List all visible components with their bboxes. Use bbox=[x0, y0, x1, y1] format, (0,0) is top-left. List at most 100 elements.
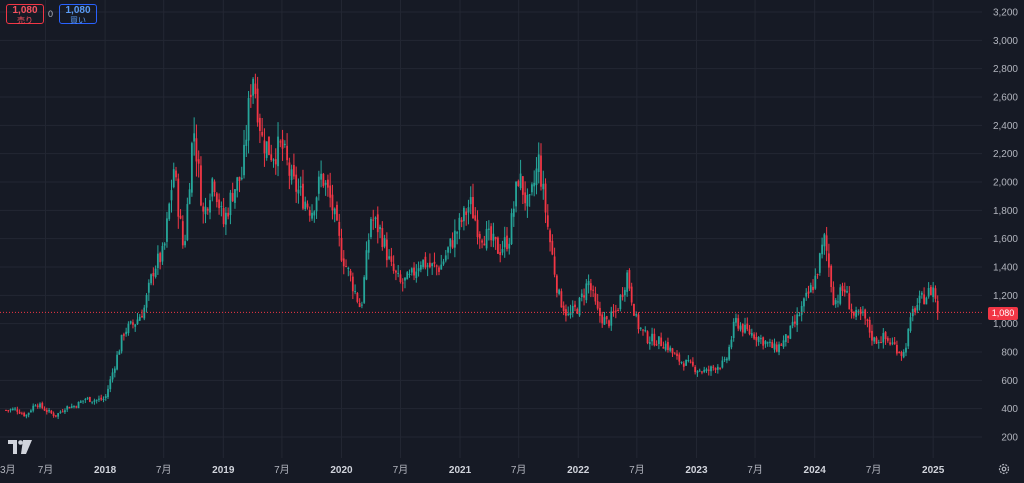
candle-body bbox=[503, 237, 506, 248]
x-tick-label: 7月 bbox=[511, 464, 527, 476]
candle-body bbox=[578, 297, 581, 316]
candle-body bbox=[803, 298, 805, 307]
candle-body bbox=[841, 285, 844, 291]
candle-body bbox=[453, 230, 456, 248]
candle-body bbox=[814, 275, 817, 289]
candle-body bbox=[256, 88, 259, 123]
candle-body bbox=[714, 368, 717, 370]
candle-body bbox=[481, 240, 483, 243]
candle-body bbox=[664, 343, 667, 350]
candle-body bbox=[531, 184, 533, 193]
candle-body bbox=[900, 352, 903, 356]
candle-body bbox=[594, 293, 597, 302]
candle-body bbox=[50, 410, 53, 414]
candle-body bbox=[5, 409, 7, 411]
candle-body bbox=[506, 235, 508, 250]
candle-body bbox=[478, 233, 481, 239]
candle-body bbox=[88, 397, 91, 402]
candle-body bbox=[349, 270, 352, 276]
candle-body bbox=[64, 410, 66, 413]
candle-body bbox=[320, 173, 323, 180]
candle-body bbox=[780, 344, 783, 346]
candle-body bbox=[313, 211, 316, 216]
candle-body bbox=[195, 138, 198, 162]
candle-body bbox=[852, 311, 855, 316]
candle-body bbox=[837, 301, 839, 303]
candle-body bbox=[825, 235, 828, 251]
candle-body bbox=[898, 352, 901, 354]
candle-body bbox=[558, 289, 561, 294]
candle-body bbox=[555, 275, 558, 293]
candle-body bbox=[247, 98, 250, 141]
candle-body bbox=[338, 221, 341, 236]
candle-body bbox=[186, 204, 189, 241]
candle-body bbox=[540, 155, 542, 187]
candle-body bbox=[766, 342, 769, 344]
price-axis[interactable]: 200 400 600 800 1,000 1,200 1,400 1,600 1,800 2,0… bbox=[993, 8, 1018, 444]
x-tick-label: 2021 bbox=[449, 465, 472, 476]
gear-icon[interactable] bbox=[998, 463, 1010, 475]
candle-body bbox=[104, 396, 107, 399]
candle-body bbox=[435, 265, 438, 267]
tradingview-logo-icon[interactable] bbox=[8, 440, 32, 454]
candle-body bbox=[748, 329, 751, 335]
candle-body bbox=[150, 274, 152, 284]
candle-body bbox=[279, 141, 282, 143]
candle-body bbox=[270, 154, 273, 160]
buy-button[interactable]: 1,080 買い bbox=[59, 4, 97, 25]
candle-body bbox=[712, 366, 715, 368]
candle-body bbox=[689, 361, 692, 363]
candle-body bbox=[510, 213, 513, 245]
candle-body bbox=[678, 354, 681, 362]
candle-body bbox=[492, 233, 495, 241]
candle-body bbox=[528, 194, 531, 196]
candle-body bbox=[524, 192, 527, 204]
candle-body bbox=[84, 399, 87, 401]
candle-body bbox=[571, 305, 574, 314]
candle-body bbox=[265, 141, 268, 158]
candle-body bbox=[200, 165, 202, 206]
candle-body bbox=[476, 219, 479, 238]
candle-body bbox=[82, 400, 84, 402]
candle-body bbox=[451, 240, 454, 248]
candle-body bbox=[61, 411, 64, 413]
candle-body bbox=[832, 286, 835, 306]
candle-body bbox=[862, 311, 864, 313]
candle-body bbox=[327, 179, 329, 188]
candle-body bbox=[855, 309, 858, 317]
candle-body bbox=[27, 412, 30, 415]
candle-body bbox=[508, 243, 511, 249]
candle-body bbox=[490, 226, 493, 241]
sell-button[interactable]: 1,080 売り bbox=[6, 4, 44, 25]
candle-body bbox=[918, 295, 921, 304]
candle-body bbox=[710, 366, 712, 372]
candle-body bbox=[397, 272, 400, 274]
candle-body bbox=[16, 409, 19, 412]
candle-body bbox=[791, 321, 794, 326]
candle-body bbox=[404, 277, 406, 281]
candle-body bbox=[637, 314, 640, 330]
time-axis[interactable]: 7月 2018 7月 2019 7月 2020 7月 2021 7月 2022 7月 2023 7月 20… bbox=[0, 464, 945, 476]
candle-body bbox=[730, 339, 733, 348]
candle-body bbox=[209, 200, 211, 213]
candle-body bbox=[109, 379, 112, 390]
candle-body bbox=[125, 331, 128, 335]
x-tick-label: 7月 bbox=[274, 464, 290, 476]
candle-body bbox=[206, 208, 209, 211]
candle-body bbox=[560, 291, 563, 308]
candle-body bbox=[263, 140, 266, 154]
candle-body bbox=[243, 144, 245, 176]
candle-body bbox=[91, 401, 94, 403]
y-tick-label: 1,400 bbox=[993, 263, 1018, 274]
candle-body bbox=[100, 397, 103, 400]
candle-body bbox=[687, 360, 690, 362]
candle-body bbox=[773, 343, 776, 350]
last-price-label: 1,080 bbox=[988, 307, 1018, 320]
candle-body bbox=[138, 316, 141, 321]
candle-body bbox=[893, 342, 896, 345]
buy-price: 1,080 bbox=[65, 5, 91, 16]
candle-body bbox=[79, 401, 82, 403]
candle-body bbox=[771, 342, 774, 348]
candle-body bbox=[41, 403, 44, 409]
